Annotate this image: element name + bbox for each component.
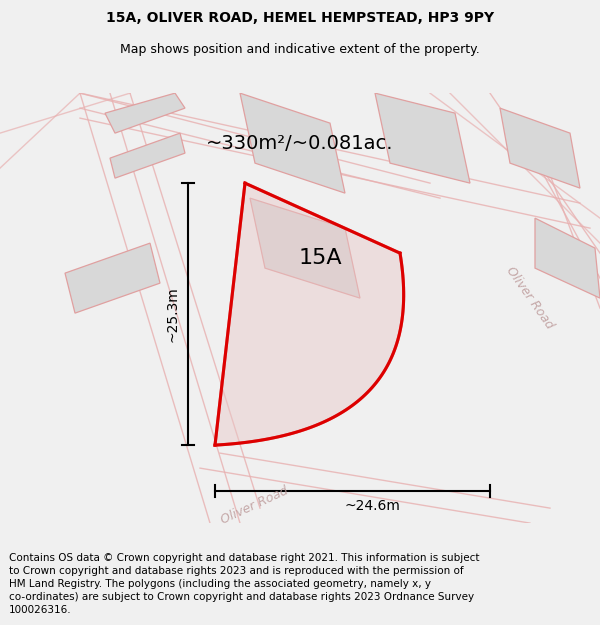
Text: 15A: 15A [298, 248, 342, 268]
Polygon shape [65, 243, 160, 313]
Polygon shape [110, 133, 185, 178]
Polygon shape [240, 93, 345, 193]
Text: Map shows position and indicative extent of the property.: Map shows position and indicative extent… [120, 42, 480, 56]
Text: ~330m²/~0.081ac.: ~330m²/~0.081ac. [206, 134, 394, 152]
Polygon shape [375, 93, 470, 183]
Text: ~25.3m: ~25.3m [165, 286, 179, 342]
Text: Oliver Road: Oliver Road [504, 264, 556, 332]
Polygon shape [250, 198, 360, 298]
Polygon shape [535, 218, 600, 298]
Text: 15A, OLIVER ROAD, HEMEL HEMPSTEAD, HP3 9PY: 15A, OLIVER ROAD, HEMEL HEMPSTEAD, HP3 9… [106, 11, 494, 26]
Text: ~24.6m: ~24.6m [344, 499, 400, 513]
Polygon shape [500, 108, 580, 188]
Text: Oliver Road: Oliver Road [219, 484, 291, 526]
Polygon shape [215, 183, 404, 445]
Polygon shape [105, 93, 185, 133]
Text: Contains OS data © Crown copyright and database right 2021. This information is : Contains OS data © Crown copyright and d… [9, 552, 479, 616]
